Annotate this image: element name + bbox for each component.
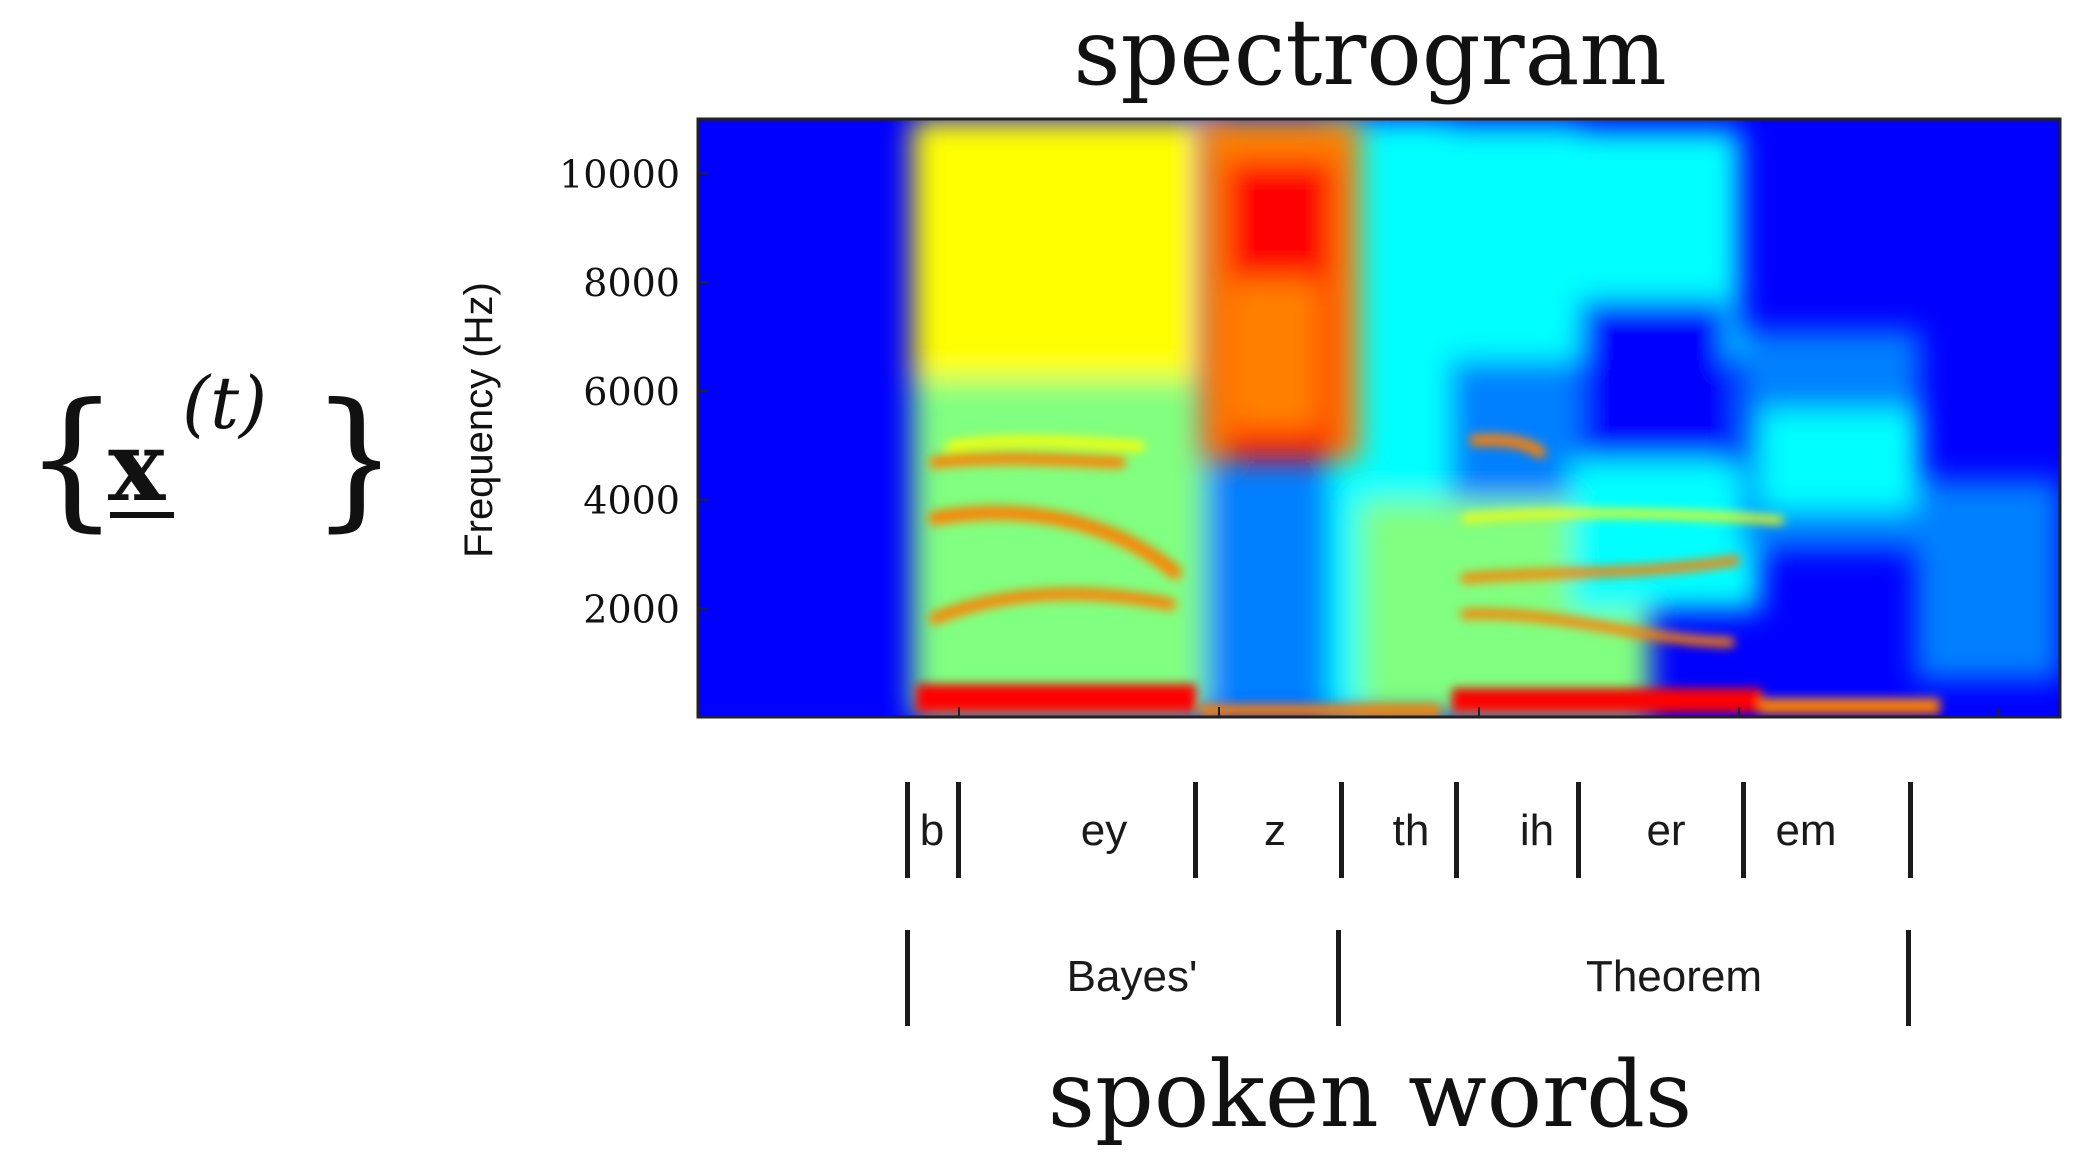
heat-voicing-bar [916,684,1940,716]
y-tick-label: 8000 [583,261,680,305]
spectrogram-title: spectrogram [1073,0,1667,106]
y-tick-label: 6000 [583,370,680,414]
heat-cell [912,119,1212,379]
heat-cell [1452,688,1762,712]
formant-band [945,435,1145,451]
heat-fricative-burst [1200,119,1360,460]
formant-band [1460,608,1735,647]
sequence-notation: { x (t) } [20,360,405,550]
formant-band [929,452,1126,468]
heat-cell [1570,460,1760,610]
y-axis-label: Frequency (Hz) [457,282,501,558]
heat-cell [1915,480,2060,680]
plot-frame [696,117,2062,719]
heat-cell [1200,704,1440,716]
spoken-words-title: spoken words [1047,1041,1693,1148]
y-tick-label: 4000 [583,479,680,523]
formant-band [929,587,1176,624]
heat-formant-bands [928,433,1784,647]
heat-cell [1760,698,1940,714]
heat-cell [1580,300,1730,460]
open-brace: { [24,372,119,546]
time-superscript: (t) [182,361,267,445]
heat-cell [1760,410,1920,510]
formant-band [1460,555,1740,583]
heat-cell [1230,280,1320,430]
vector-variable: x [108,410,166,523]
y-tick-label: 10000 [559,152,680,196]
y-tick-label: 2000 [583,587,680,631]
formant-band [1461,508,1784,524]
formant-band [1469,433,1546,458]
heat-cell [916,684,1196,712]
formant-band [928,505,1182,579]
vector-underline [110,512,174,518]
